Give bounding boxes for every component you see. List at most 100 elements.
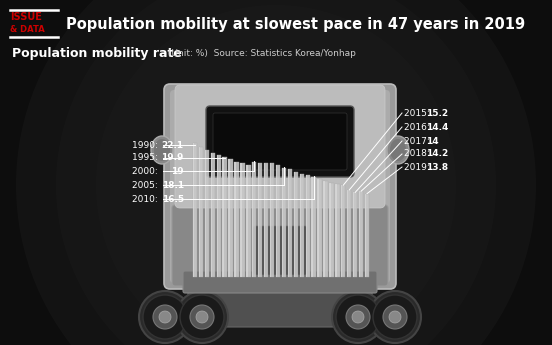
Circle shape	[352, 311, 364, 323]
Polygon shape	[288, 169, 289, 277]
FancyBboxPatch shape	[164, 84, 396, 289]
Polygon shape	[359, 191, 363, 277]
Polygon shape	[258, 164, 259, 277]
Text: 15.2: 15.2	[426, 108, 448, 118]
Text: 14.4: 14.4	[426, 122, 448, 131]
Circle shape	[369, 291, 421, 343]
Polygon shape	[335, 184, 337, 277]
Polygon shape	[222, 157, 227, 277]
Circle shape	[196, 311, 208, 323]
Ellipse shape	[154, 139, 170, 161]
Text: 19.9: 19.9	[161, 154, 184, 162]
Circle shape	[346, 305, 370, 329]
Circle shape	[176, 291, 228, 343]
FancyBboxPatch shape	[172, 205, 388, 286]
Circle shape	[143, 295, 187, 339]
Circle shape	[336, 295, 380, 339]
Polygon shape	[252, 162, 257, 277]
Polygon shape	[330, 183, 331, 277]
Polygon shape	[359, 191, 360, 277]
Polygon shape	[240, 164, 245, 277]
Polygon shape	[229, 159, 230, 277]
Ellipse shape	[390, 139, 406, 161]
Polygon shape	[264, 164, 268, 277]
Polygon shape	[235, 162, 236, 277]
FancyBboxPatch shape	[188, 278, 372, 327]
Polygon shape	[365, 194, 369, 277]
Text: 2005:: 2005:	[132, 180, 161, 189]
Polygon shape	[323, 181, 328, 277]
Polygon shape	[341, 185, 342, 277]
Polygon shape	[311, 177, 313, 277]
Polygon shape	[264, 164, 266, 277]
Polygon shape	[306, 176, 307, 277]
Polygon shape	[365, 194, 366, 277]
Polygon shape	[317, 179, 319, 277]
Text: 14: 14	[426, 137, 438, 146]
Text: 1990:: 1990:	[132, 140, 161, 149]
Polygon shape	[216, 155, 221, 277]
Circle shape	[332, 291, 384, 343]
Polygon shape	[353, 193, 354, 277]
Text: 2010:: 2010:	[132, 195, 161, 204]
Text: 13.8: 13.8	[426, 162, 448, 171]
Polygon shape	[205, 150, 209, 277]
Ellipse shape	[151, 136, 173, 164]
Text: (Unit: %)  Source: Statistics Korea/Yonhap: (Unit: %) Source: Statistics Korea/Yonha…	[168, 49, 356, 59]
Polygon shape	[335, 184, 339, 277]
Text: 16.5: 16.5	[162, 195, 184, 204]
Polygon shape	[252, 162, 253, 277]
Polygon shape	[216, 155, 218, 277]
Text: 1995:: 1995:	[132, 154, 161, 162]
Text: Population mobility at slowest pace in 47 years in 2019: Population mobility at slowest pace in 4…	[66, 17, 525, 31]
Text: 2018:: 2018:	[404, 149, 433, 158]
Polygon shape	[193, 144, 197, 277]
Polygon shape	[294, 172, 298, 277]
Text: ISSUE: ISSUE	[10, 12, 42, 22]
Text: 19: 19	[171, 167, 184, 176]
Polygon shape	[330, 183, 333, 277]
Polygon shape	[199, 147, 200, 277]
Text: Population mobility rate: Population mobility rate	[12, 48, 182, 60]
Polygon shape	[270, 164, 274, 277]
Polygon shape	[306, 176, 310, 277]
Polygon shape	[282, 168, 286, 277]
Circle shape	[389, 311, 401, 323]
Circle shape	[139, 291, 191, 343]
Polygon shape	[276, 165, 277, 277]
Text: 2016:: 2016:	[404, 122, 433, 131]
FancyBboxPatch shape	[213, 113, 347, 170]
Polygon shape	[246, 165, 247, 277]
Polygon shape	[235, 162, 238, 277]
Circle shape	[56, 0, 496, 345]
Text: 2019:: 2019:	[404, 162, 433, 171]
Text: 2000:: 2000:	[132, 167, 161, 176]
FancyBboxPatch shape	[170, 90, 390, 283]
Polygon shape	[341, 185, 346, 277]
Text: 14.2: 14.2	[426, 149, 448, 158]
Circle shape	[180, 295, 224, 339]
Polygon shape	[323, 181, 325, 277]
Circle shape	[159, 311, 171, 323]
Polygon shape	[193, 144, 194, 277]
Circle shape	[373, 295, 417, 339]
Polygon shape	[270, 164, 271, 277]
FancyBboxPatch shape	[175, 85, 385, 208]
Polygon shape	[205, 150, 206, 277]
Polygon shape	[288, 169, 292, 277]
Polygon shape	[294, 172, 295, 277]
Polygon shape	[240, 164, 242, 277]
Polygon shape	[211, 153, 212, 277]
Polygon shape	[311, 177, 316, 277]
Text: & DATA: & DATA	[10, 24, 45, 33]
Polygon shape	[246, 165, 251, 277]
Polygon shape	[211, 153, 215, 277]
Text: 22.1: 22.1	[162, 140, 184, 149]
Circle shape	[190, 305, 214, 329]
Polygon shape	[317, 179, 322, 277]
Circle shape	[96, 5, 456, 345]
FancyBboxPatch shape	[253, 226, 307, 275]
Polygon shape	[276, 165, 280, 277]
Polygon shape	[300, 174, 301, 277]
Polygon shape	[300, 174, 304, 277]
